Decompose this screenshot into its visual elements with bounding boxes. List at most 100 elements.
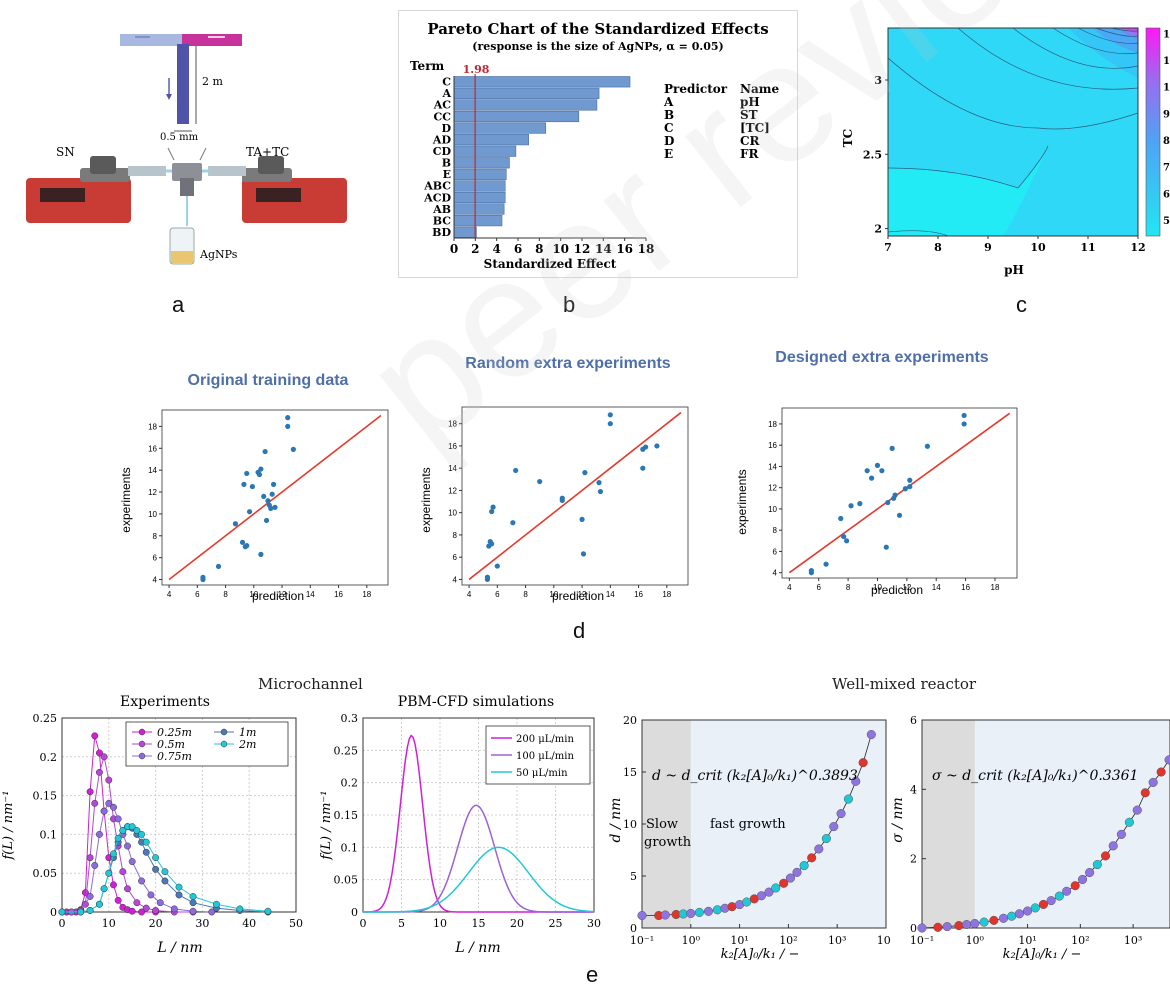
parity-point: [907, 484, 913, 490]
wm-point: [1070, 881, 1080, 891]
parity-original: Original training data prediction experi…: [118, 360, 408, 610]
wm-sigma-ylabel: σ / nm: [890, 797, 906, 842]
legend-name: [TC]: [740, 121, 770, 135]
wm-point: [979, 917, 989, 927]
parity-point: [823, 561, 829, 567]
pbm-cfd-ylabel: f(L) / nm⁻¹: [319, 790, 334, 860]
experiments-point: [138, 908, 146, 916]
wm-y-tick-label: 10: [623, 818, 637, 831]
parity-point: [510, 520, 516, 526]
pbm-x-tick-label: 10: [433, 917, 447, 930]
channel-right: [182, 34, 242, 46]
pareto-term-label: A: [441, 87, 451, 100]
parity-point: [896, 512, 903, 518]
contour-line: [887, 145, 1049, 189]
pareto-x-tick-label: 8: [535, 242, 543, 256]
pareto-x-tick-label: 2: [471, 242, 479, 256]
width-label: 0.5 mm: [160, 132, 199, 143]
contour-band: [888, 146, 1048, 236]
parity-point: [579, 516, 585, 522]
legend-predictor: C: [664, 121, 674, 135]
parity-point: [607, 412, 613, 418]
outlet-label: AgNPs: [199, 248, 238, 261]
experiments-point: [161, 877, 169, 885]
pareto-bar: [453, 180, 506, 192]
experiments-point: [152, 854, 160, 862]
parity-y-tick-label: 12: [148, 488, 157, 497]
parity-y-tick-label: 18: [448, 420, 457, 429]
parity-y-tick-label: 6: [153, 554, 158, 563]
experiments-point: [236, 905, 244, 913]
pareto-x-tick-label: 18: [638, 242, 655, 256]
wm-d-ylabel: d / nm: [608, 798, 624, 843]
experiments-point: [138, 830, 146, 838]
colorbar-tick-label: 6: [1163, 189, 1170, 200]
pbm-cfd-xlabel: L / nm: [454, 940, 500, 956]
parity-point: [848, 503, 854, 509]
experiments-point: [128, 858, 136, 866]
parity-point: [239, 539, 246, 545]
experiments-point: [175, 891, 183, 899]
parity-x-tick-label: 10: [549, 590, 558, 599]
pareto-bar: [453, 157, 510, 169]
experiments-point: [100, 753, 108, 761]
parity-point: [537, 478, 543, 485]
parity-x-tick-label: 6: [495, 590, 500, 599]
left-pump-icon: [26, 156, 166, 223]
experiments-point: [95, 768, 103, 776]
wm-point: [843, 794, 853, 804]
parity-point: [961, 421, 967, 427]
contour-line: [1095, 27, 1139, 37]
experiments-point: [110, 881, 117, 889]
parity-ylabel: experiments: [119, 467, 133, 532]
wm-point: [1007, 911, 1017, 921]
pareto-term-label: B: [442, 157, 451, 170]
wm-point: [917, 923, 927, 933]
pareto-term-label: ACD: [423, 191, 451, 204]
parity-title: Random extra experiments: [465, 355, 671, 372]
experiments-y-tick-label: 0.1: [40, 828, 58, 841]
wm-point: [1092, 860, 1102, 870]
wm-x-tick-label: 10¹: [1018, 934, 1036, 947]
parity-designed-svg: Designed extra experiments prediction ex…: [735, 349, 1018, 597]
contour-line: [1052, 27, 1139, 54]
wm-point: [779, 878, 789, 888]
parity-point: [838, 515, 844, 522]
experiments-y-tick-label: 0.05: [33, 867, 58, 880]
parity-point: [559, 497, 565, 504]
wm-slow-growth-region: [922, 720, 975, 928]
pareto-term-label: BC: [433, 214, 452, 227]
parity-y-tick-label: 10: [148, 510, 157, 519]
parity-point: [640, 465, 646, 471]
experiments-point: [142, 838, 150, 846]
pbm-y-tick-label: 0.25: [334, 744, 359, 757]
pareto-term-label: AB: [432, 203, 451, 216]
legend-swatch-marker: [138, 752, 146, 760]
wm-point: [858, 758, 868, 768]
parity-point: [484, 574, 491, 580]
parity-point: [596, 480, 602, 486]
wm-point: [866, 730, 876, 740]
parity-x-tick-label: 16: [634, 590, 643, 599]
parity-xlabel: prediction: [871, 583, 923, 597]
parity-x-tick-label: 8: [223, 590, 228, 599]
experiments-point: [95, 830, 103, 838]
pareto-term-label: CC: [433, 110, 451, 123]
parity-y-tick-label: 4: [773, 569, 778, 578]
panel-label-c: c: [1016, 292, 1027, 317]
contour-x-tick-label: 7: [884, 241, 892, 254]
well-mixed-sigma-chart: k₂[A]₀/k₁ / − σ / nm 10⁻¹ 10⁰ 10¹ 10² 10³ 0 2 4…: [882, 700, 1170, 965]
parity-point: [265, 498, 271, 504]
well-mixed-sigma-svg: k₂[A]₀/k₁ / − σ / nm 10⁻¹ 10⁰ 10¹ 10² 10³ 0 2 4…: [890, 714, 1170, 962]
parity-x-tick-label: 6: [816, 583, 821, 592]
wm-point: [989, 915, 999, 925]
pareto-ylabel: Term: [410, 59, 445, 73]
right-pump-label: TA+TC: [246, 145, 289, 159]
wm-y-tick-label: 0: [630, 922, 637, 935]
pareto-x-tick-label: 0: [450, 242, 458, 256]
parity-point: [494, 563, 500, 569]
parity-point: [215, 563, 222, 570]
wm-x-tick-label: 10³: [828, 934, 846, 947]
legend-name: ST: [740, 108, 758, 122]
pareto-bar: [453, 168, 507, 180]
